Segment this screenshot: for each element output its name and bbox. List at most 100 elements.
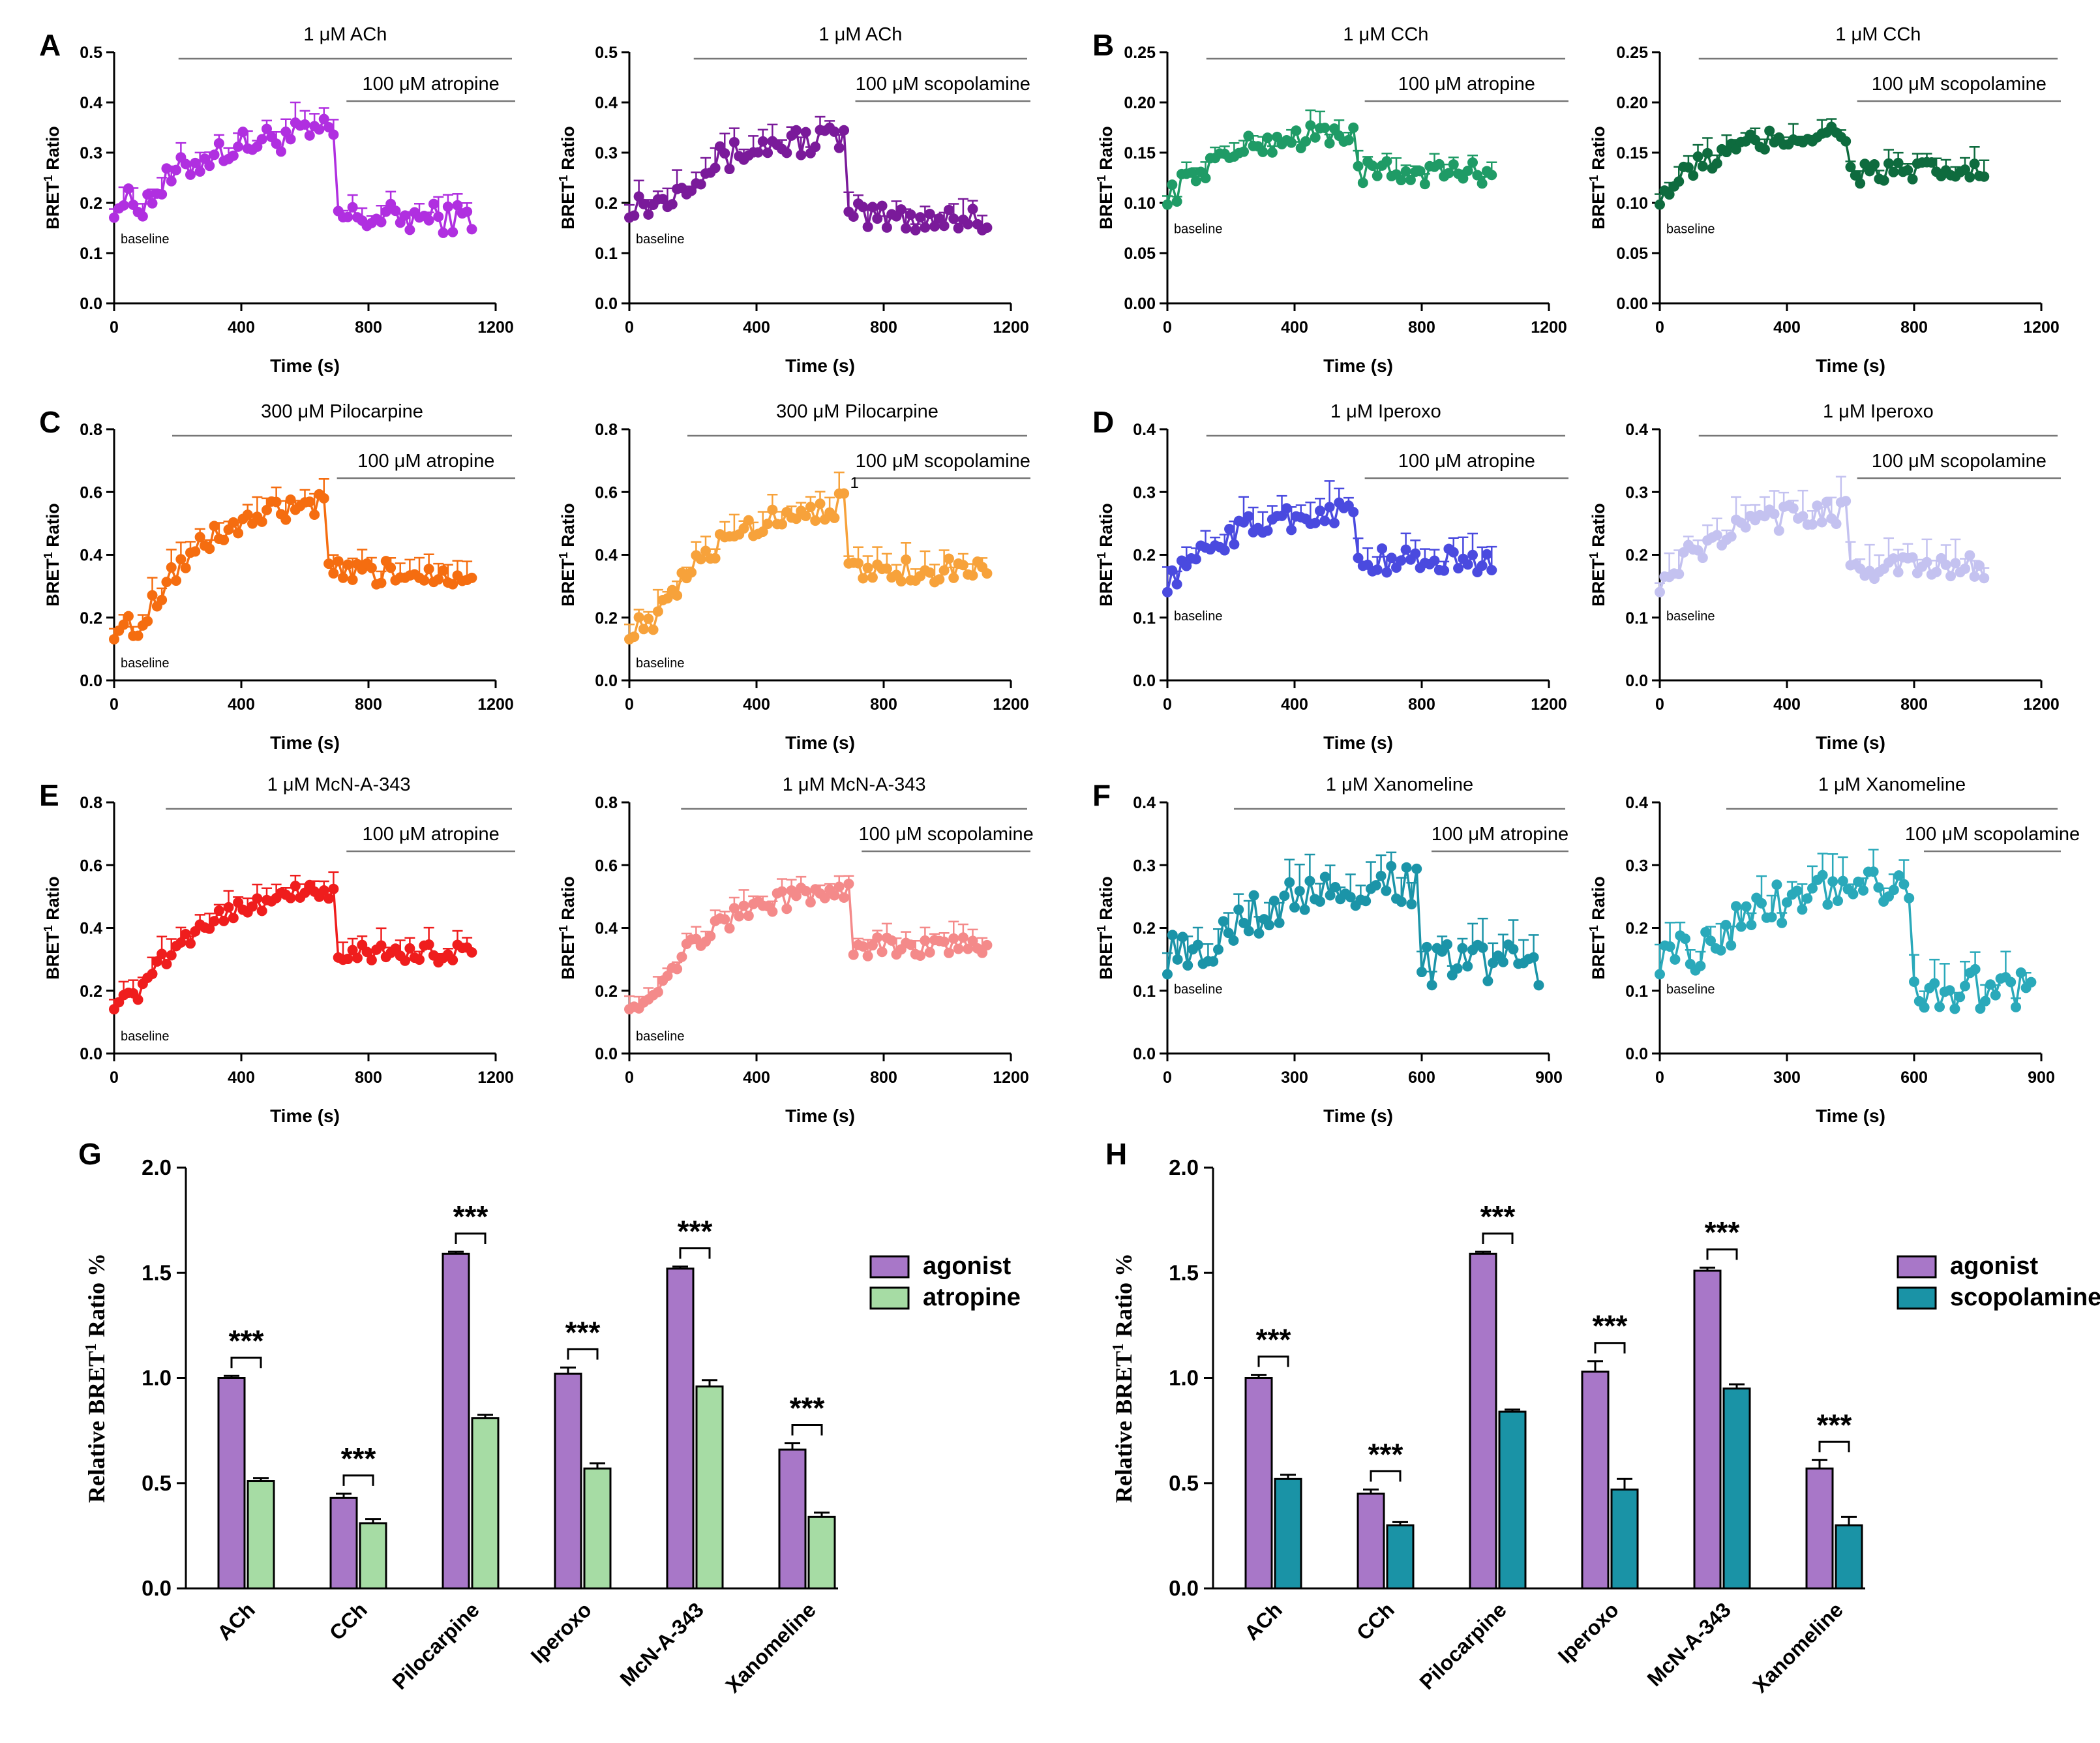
data-point	[858, 202, 869, 213]
data-point	[829, 512, 840, 523]
x-tick-label: 1200	[477, 318, 514, 337]
data-point	[1415, 166, 1426, 177]
data-point	[213, 905, 224, 917]
data-point	[328, 568, 339, 579]
panel-letter: A	[39, 28, 61, 62]
data-point	[1655, 969, 1665, 980]
data-point	[1243, 130, 1254, 142]
y-tick-label: 1.5	[1169, 1260, 1199, 1284]
data-point	[686, 185, 697, 196]
data-point	[1267, 147, 1278, 158]
data-point	[271, 138, 282, 149]
data-point	[1664, 941, 1675, 952]
data-point	[1840, 136, 1852, 147]
y-tick-label: 0.3	[80, 144, 102, 162]
y-tick-label: 0.0	[80, 295, 102, 313]
y-tick-label: 0.2	[80, 194, 102, 213]
data-point	[924, 567, 935, 578]
y-tick-label: 0.10	[1616, 194, 1648, 213]
y-tick-label: 0.00	[1616, 295, 1648, 313]
bar-chart-panel: 0.0 0.5 1.0 1.5 2.0 Relative BRET1 Ratio % G **…	[78, 1137, 1021, 1697]
data-point	[1873, 882, 1884, 893]
significance-label: ***	[453, 1200, 488, 1234]
y-tick-label: 0.4	[595, 547, 618, 565]
y-tick-label: 0.2	[595, 982, 618, 1001]
data-point	[757, 526, 768, 538]
data-point	[652, 986, 663, 997]
legend-label: agonist	[923, 1252, 1011, 1280]
significance-label: ***	[678, 1215, 713, 1249]
data-point	[404, 224, 415, 235]
data-point	[672, 963, 683, 975]
data-point	[953, 943, 964, 954]
bar	[1693, 1269, 1722, 1590]
data-point	[352, 952, 363, 963]
data-point	[1907, 174, 1918, 185]
data-point	[1960, 980, 1970, 992]
significance-bracket	[455, 1232, 487, 1244]
antagonist-label: 100 μM scopolamine	[856, 451, 1030, 472]
data-point	[1482, 975, 1493, 986]
y-tick-label: 0.15	[1616, 144, 1648, 162]
data-point	[1375, 870, 1387, 881]
y-tick-label: 0.0	[595, 672, 618, 690]
data-point	[1433, 159, 1445, 170]
data-point	[1817, 870, 1828, 881]
data-point	[963, 219, 974, 230]
data-point	[185, 169, 196, 180]
data-point	[1286, 524, 1297, 536]
data-point	[1289, 902, 1300, 913]
y-tick-label: 0.20	[1124, 94, 1156, 112]
data-point	[1453, 563, 1464, 574]
data-point	[1858, 885, 1868, 896]
x-tick-label: 900	[1535, 1069, 1563, 1087]
data-point	[1348, 507, 1359, 518]
data-point	[738, 523, 749, 534]
x-tick-label: 1200	[993, 695, 1029, 714]
data-point	[1497, 956, 1508, 967]
data-point	[1262, 525, 1273, 536]
x-tick-label: 800	[870, 1069, 897, 1087]
significance-label: ***	[790, 1391, 825, 1425]
legend-swatch	[1897, 1255, 1937, 1279]
baseline-label: baseline	[1666, 222, 1715, 237]
data-point	[1448, 547, 1459, 558]
data-point	[886, 935, 897, 946]
baseline-label: baseline	[121, 1029, 170, 1044]
data-point	[862, 221, 873, 232]
data-point	[757, 136, 768, 147]
data-point	[1304, 875, 1315, 887]
data-point	[237, 127, 248, 138]
x-tick-label: 0	[1655, 1069, 1664, 1087]
data-point	[342, 211, 353, 222]
data-point	[1980, 995, 1991, 1007]
data-point	[867, 940, 878, 951]
data-point	[796, 149, 807, 160]
data-point	[347, 945, 358, 956]
data-point	[1921, 556, 1932, 568]
data-point	[1840, 496, 1852, 507]
data-point	[1286, 137, 1297, 148]
data-point	[762, 147, 773, 159]
data-point	[438, 565, 449, 576]
data-point	[1442, 939, 1452, 950]
data-point	[1190, 554, 1201, 565]
data-point	[1162, 969, 1173, 980]
data-point	[810, 142, 821, 153]
data-point	[1740, 522, 1751, 533]
data-point	[256, 134, 267, 145]
data-point	[1673, 569, 1685, 580]
data-point	[280, 126, 292, 137]
data-point	[1276, 510, 1287, 521]
y-axis-label: BRET1 Ratio	[1587, 503, 1608, 607]
data-point	[710, 162, 721, 174]
data-point	[404, 943, 415, 954]
data-point	[1372, 564, 1383, 575]
data-point	[1697, 553, 1708, 564]
data-point	[157, 189, 168, 200]
data-point	[2015, 967, 2026, 978]
x-tick-label: 0	[625, 1069, 634, 1087]
data-point	[1692, 151, 1703, 162]
data-point	[1680, 933, 1690, 945]
data-point	[1979, 573, 1990, 584]
